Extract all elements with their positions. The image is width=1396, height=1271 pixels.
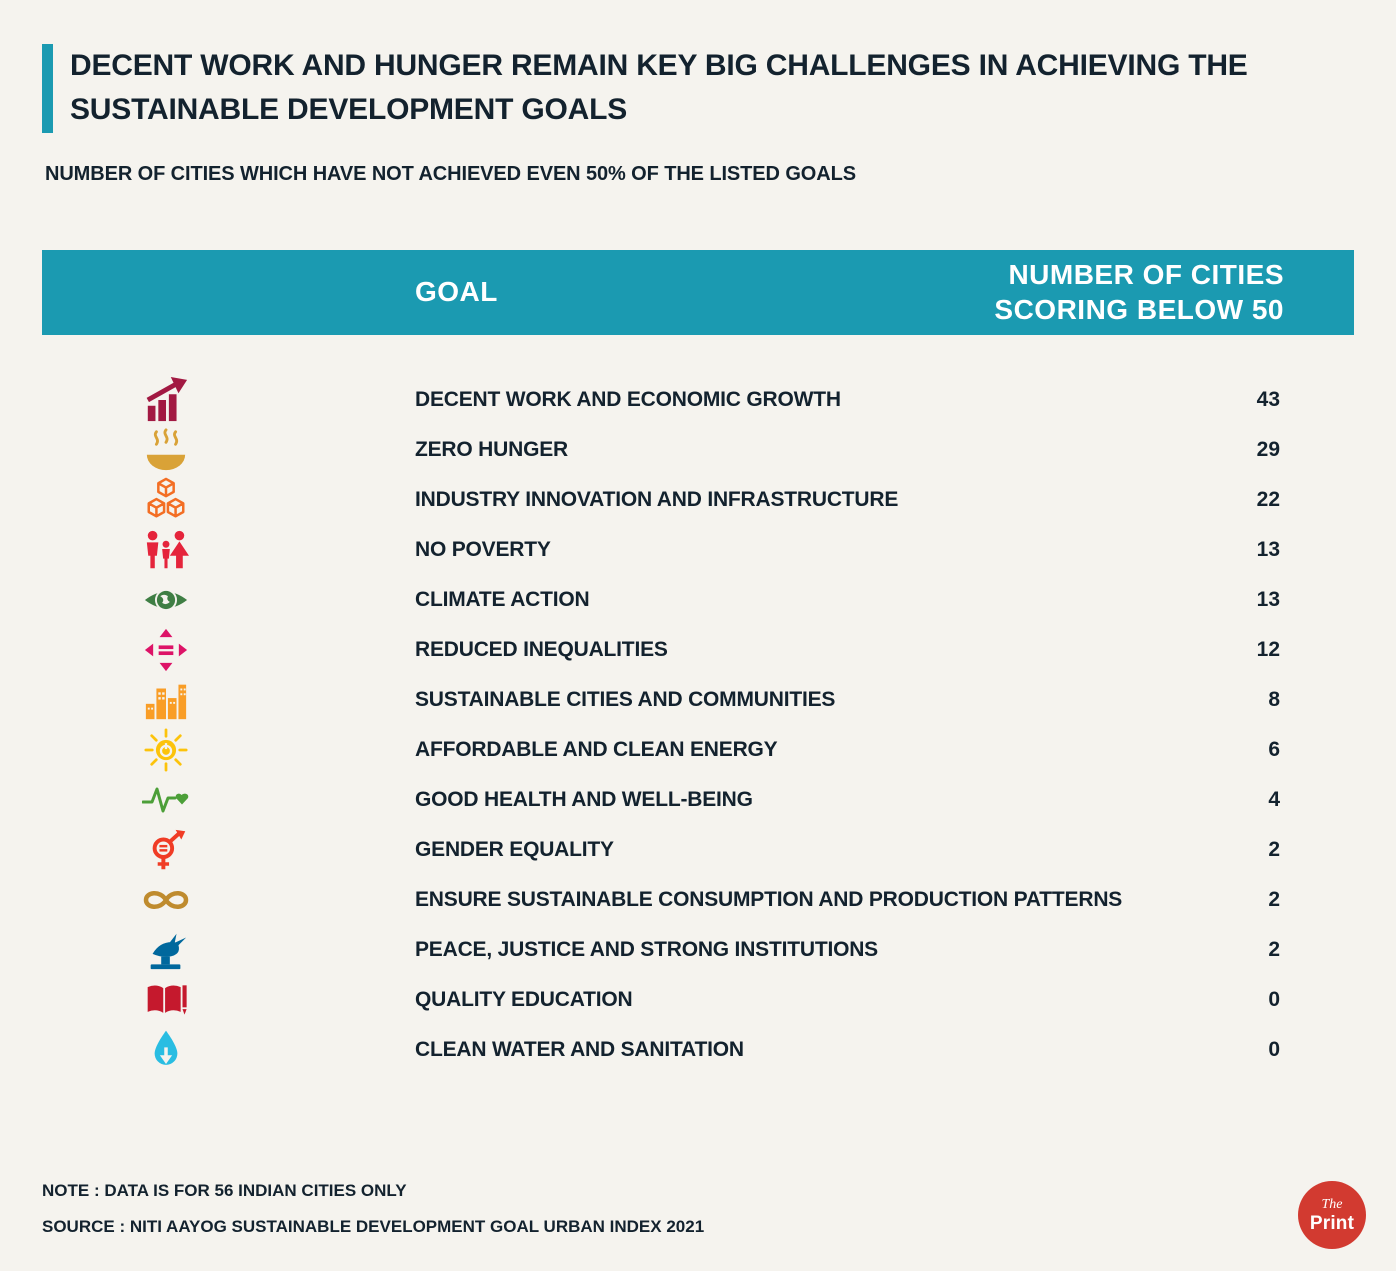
goal-label: AFFORDABLE AND CLEAN ENERGY xyxy=(415,737,778,761)
logo-line2: Print xyxy=(1309,1212,1355,1234)
goal-value: 2 xyxy=(1268,937,1280,961)
table-row: SUSTAINABLE CITIES AND COMMUNITIES 8 xyxy=(0,675,1396,725)
goal-label: SUSTAINABLE CITIES AND COMMUNITIES xyxy=(415,687,836,711)
goal-value: 29 xyxy=(1256,437,1280,461)
goal-table-body: DECENT WORK AND ECONOMIC GROWTH 43 ZERO … xyxy=(0,375,1396,1075)
heartbeat-icon xyxy=(122,776,210,824)
water-drop-icon xyxy=(122,1029,210,1071)
goal-value: 22 xyxy=(1256,487,1280,511)
goal-value: 13 xyxy=(1256,537,1280,561)
goal-value: 0 xyxy=(1268,987,1280,1011)
footer: NOTE : DATA IS FOR 56 INDIAN CITIES ONLY… xyxy=(42,1173,704,1245)
goal-value: 43 xyxy=(1256,387,1280,411)
goal-label: ZERO HUNGER xyxy=(415,437,568,461)
table-header: GOAL NUMBER OF CITIES SCORING BELOW 50 xyxy=(42,249,1354,335)
header: DECENT WORK AND HUNGER REMAIN KEY BIG CH… xyxy=(42,44,1354,133)
theprint-logo: The Print xyxy=(1298,1181,1366,1249)
logo-line1: The xyxy=(1321,1196,1343,1212)
city-buildings-icon xyxy=(122,677,210,723)
table-row: GOOD HEALTH AND WELL-BEING 4 xyxy=(0,775,1396,825)
family-icon xyxy=(122,527,210,573)
goal-label: REDUCED INEQUALITIES xyxy=(415,637,668,661)
goal-label: CLEAN WATER AND SANITATION xyxy=(415,1037,744,1061)
steaming-bowl-icon xyxy=(122,427,210,473)
goal-value: 2 xyxy=(1268,887,1280,911)
table-row: NO POVERTY 13 xyxy=(0,525,1396,575)
goal-value: 2 xyxy=(1268,837,1280,861)
growth-chart-icon xyxy=(122,376,210,423)
sun-energy-icon xyxy=(122,728,210,772)
table-row: PEACE, JUSTICE AND STRONG INSTITUTIONS 2 xyxy=(0,925,1396,975)
goal-label: GOOD HEALTH AND WELL-BEING xyxy=(415,787,753,811)
note-text: NOTE : DATA IS FOR 56 INDIAN CITIES ONLY xyxy=(42,1181,407,1200)
goal-label: INDUSTRY INNOVATION AND INFRASTRUCTURE xyxy=(415,487,899,511)
subtitle: NUMBER OF CITIES WHICH HAVE NOT ACHIEVED… xyxy=(45,162,856,185)
table-row: CLEAN WATER AND SANITATION 0 xyxy=(0,1025,1396,1075)
goal-label: QUALITY EDUCATION xyxy=(415,987,633,1011)
table-row: REDUCED INEQUALITIES 12 xyxy=(0,625,1396,675)
goal-value: 4 xyxy=(1268,787,1280,811)
equality-arrows-icon xyxy=(122,628,210,672)
goal-value: 6 xyxy=(1268,737,1280,761)
dove-gavel-icon xyxy=(122,927,210,973)
book-pencil-icon xyxy=(122,978,210,1022)
column-header-cities: NUMBER OF CITIES SCORING BELOW 50 xyxy=(994,257,1284,327)
table-row: INDUSTRY INNOVATION AND INFRASTRUCTURE 2… xyxy=(0,475,1396,525)
goal-label: GENDER EQUALITY xyxy=(415,837,614,861)
goal-value: 12 xyxy=(1256,637,1280,661)
goal-value: 0 xyxy=(1268,1037,1280,1061)
goal-value: 13 xyxy=(1256,587,1280,611)
title-accent-bar xyxy=(42,44,53,133)
infinity-icon xyxy=(122,876,210,924)
goal-label: DECENT WORK AND ECONOMIC GROWTH xyxy=(415,387,841,411)
goal-label: ENSURE SUSTAINABLE CONSUMPTION AND PRODU… xyxy=(415,887,1123,911)
table-row: QUALITY EDUCATION 0 xyxy=(0,975,1396,1025)
source-text: SOURCE : NITI AAYOG SUSTAINABLE DEVELOPM… xyxy=(42,1217,705,1236)
eye-globe-icon xyxy=(122,577,210,623)
table-row: ZERO HUNGER 29 xyxy=(0,425,1396,475)
cubes-icon xyxy=(122,477,210,523)
column-header-cities-line1: NUMBER OF CITIES xyxy=(1008,259,1284,291)
table-row: CLIMATE ACTION 13 xyxy=(0,575,1396,625)
column-header-goal: GOAL xyxy=(415,276,498,308)
table-row: GENDER EQUALITY 2 xyxy=(0,825,1396,875)
table-row: ENSURE SUSTAINABLE CONSUMPTION AND PRODU… xyxy=(0,875,1396,925)
column-header-cities-line2: SCORING BELOW 50 xyxy=(994,294,1284,326)
goal-value: 8 xyxy=(1268,687,1280,711)
page-title: DECENT WORK AND HUNGER REMAIN KEY BIG CH… xyxy=(70,49,1248,127)
gender-symbol-icon xyxy=(122,829,210,871)
goal-label: CLIMATE ACTION xyxy=(415,587,590,611)
goal-label: PEACE, JUSTICE AND STRONG INSTITUTIONS xyxy=(415,937,878,961)
goal-label: NO POVERTY xyxy=(415,537,551,561)
table-row: AFFORDABLE AND CLEAN ENERGY 6 xyxy=(0,725,1396,775)
table-row: DECENT WORK AND ECONOMIC GROWTH 43 xyxy=(0,375,1396,425)
